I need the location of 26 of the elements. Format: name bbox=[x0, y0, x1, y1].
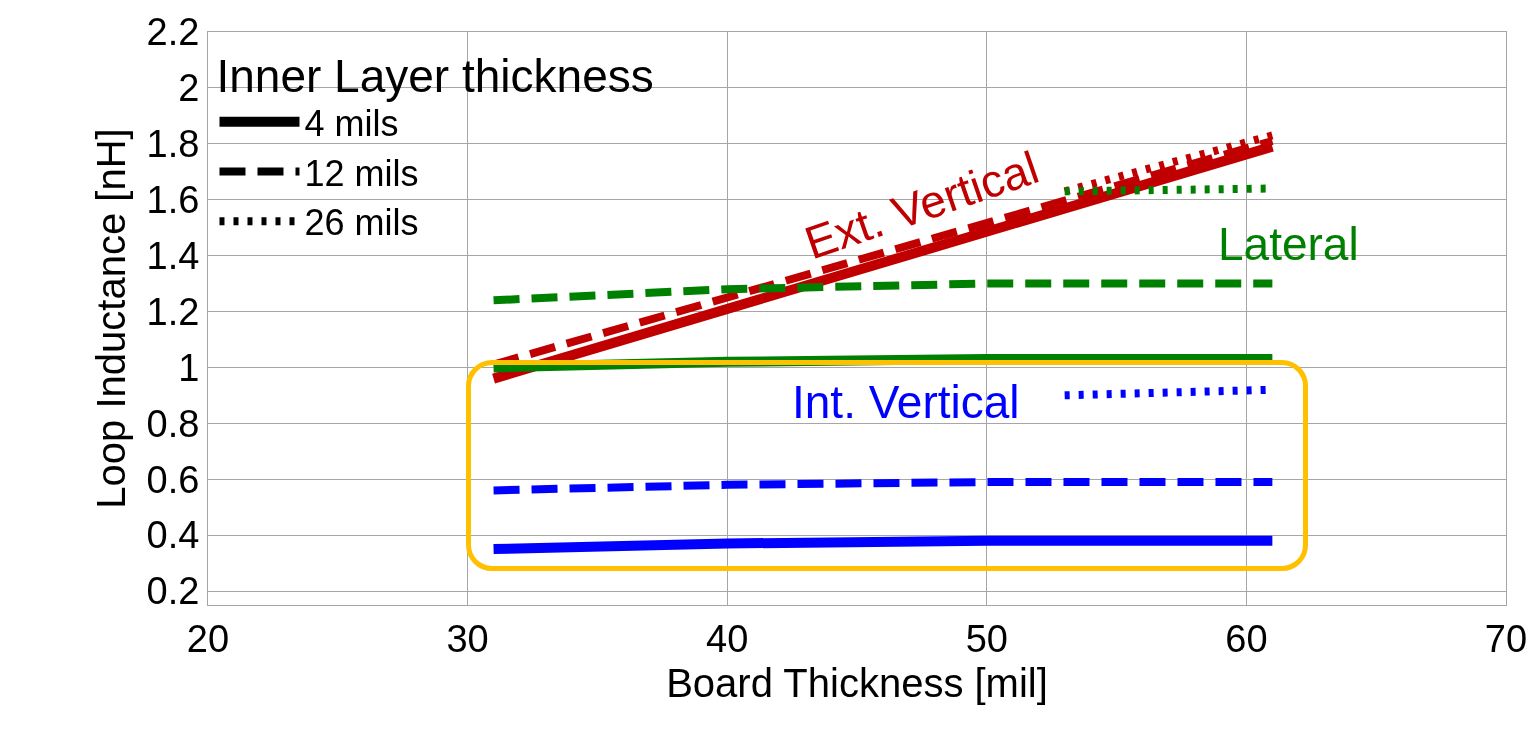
legend-label: 26 mils bbox=[304, 202, 419, 244]
annotation: Ext. Vertical bbox=[798, 141, 1045, 270]
annotation: Int. Vertical bbox=[792, 376, 1020, 428]
legend-title: Inner Layer thickness bbox=[216, 49, 654, 102]
y-tick-label: 1.6 bbox=[146, 179, 200, 222]
x-axis-title: Board Thickness [mil] bbox=[666, 661, 1048, 706]
x-tick-label: 40 bbox=[706, 617, 749, 660]
x-tick-label: 20 bbox=[186, 617, 230, 660]
y-tick-label: 0.8 bbox=[146, 402, 200, 445]
y-tick-label: 1.8 bbox=[146, 123, 200, 166]
y-tick-label: 0.6 bbox=[146, 458, 200, 501]
y-tick-label: 1 bbox=[178, 346, 200, 389]
y-axis-title: Loop Inductance [nH] bbox=[89, 128, 134, 509]
annotation: Lateral bbox=[1218, 218, 1359, 270]
legend-label: 12 mils bbox=[304, 152, 419, 194]
y-tick-label: 0.4 bbox=[146, 514, 200, 557]
y-tick-label: 0.2 bbox=[146, 570, 200, 613]
x-tick-label: 60 bbox=[1225, 617, 1268, 660]
x-tick-label: 70 bbox=[1484, 617, 1528, 660]
y-tick-label: 2 bbox=[178, 67, 200, 110]
x-tick-label: 50 bbox=[965, 617, 1008, 660]
x-tick-label: 30 bbox=[446, 617, 489, 660]
y-tick-label: 1.4 bbox=[146, 234, 200, 277]
legend-label: 4 mils bbox=[304, 102, 399, 144]
y-tick-label: 1.2 bbox=[146, 290, 200, 333]
y-tick-label: 2.2 bbox=[146, 11, 200, 54]
